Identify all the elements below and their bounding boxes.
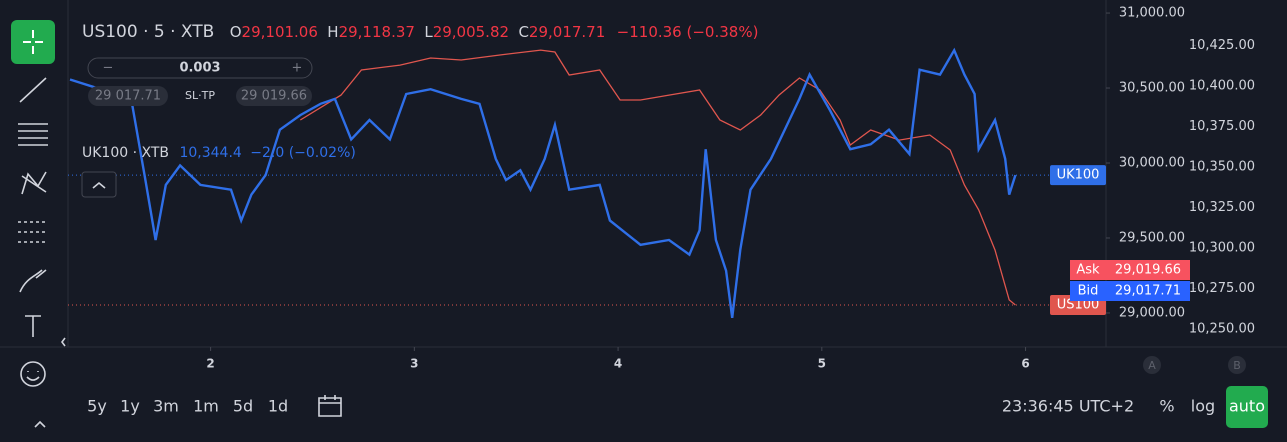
go-to-date[interactable]	[318, 395, 342, 417]
range-button[interactable]: 5y	[87, 397, 107, 416]
range-button[interactable]: 3m	[153, 397, 179, 416]
series-line	[69, 47, 1017, 318]
pattern-tool[interactable]	[21, 171, 47, 195]
range-button[interactable]: 1y	[120, 397, 140, 416]
x-tick-label: 6	[1021, 357, 1029, 371]
y2-tick-label: 10,400.00	[1189, 78, 1255, 93]
overlay-legend: UK100 · XTB 10,344.4 −2.0 (−0.02%)	[82, 145, 356, 161]
buy-button[interactable]	[236, 86, 312, 106]
bid-box	[1106, 281, 1190, 301]
ask-box	[1106, 260, 1190, 280]
projection-tool[interactable]	[18, 221, 48, 243]
x-tick-label: 2	[206, 357, 214, 371]
crosshair-icon	[23, 30, 43, 54]
fib-tool[interactable]	[18, 123, 48, 146]
series-line	[299, 49, 1016, 306]
close-label: C	[518, 23, 528, 41]
y2-tick-label: 10,350.00	[1189, 160, 1255, 175]
percent-toggle[interactable]: %	[1159, 397, 1174, 416]
auto-label: auto	[1229, 397, 1265, 416]
y-tick-label: 31,000.00	[1119, 6, 1185, 21]
trendline-tool[interactable]	[19, 77, 47, 103]
buy-price: 29 019.66	[241, 89, 307, 104]
increase[interactable]: +	[292, 61, 303, 76]
log-toggle[interactable]: log	[1191, 397, 1215, 416]
expand-toolbar[interactable]	[61, 337, 66, 347]
symbol: US100 · 5 · XTB	[82, 22, 214, 42]
overlay-change: −2.0 (−0.02%)	[250, 145, 356, 161]
x-tick-label: 5	[818, 357, 826, 371]
ask-price: 29,019.66	[1115, 263, 1181, 278]
series-tag-label: UK100	[1057, 168, 1100, 183]
bid-price: 29,017.71	[1115, 284, 1181, 299]
bid-label: Bid	[1078, 284, 1099, 299]
series-tag-label: US100	[1057, 298, 1100, 313]
sell-button[interactable]	[88, 86, 168, 106]
y2-tick-label: 10,425.00	[1189, 38, 1255, 53]
overlay-value: 10,344.4	[179, 145, 241, 161]
y-tick-label: 29,000.00	[1119, 305, 1185, 320]
clock: 23:36:45 UTC+2	[1002, 397, 1134, 416]
low-label: L	[424, 23, 433, 41]
sl-tp[interactable]: SL·TP	[185, 89, 215, 102]
y2-tick-label: 10,300.00	[1189, 241, 1255, 256]
open-value: 29,101.06	[242, 23, 318, 41]
scale-mode-label: A	[1148, 359, 1156, 372]
series-tag	[1050, 165, 1106, 186]
sell-price: 29 017.71	[95, 89, 161, 104]
auto-button[interactable]	[1226, 386, 1268, 428]
toolbar	[11, 20, 66, 428]
close-value: 29,017.71	[529, 23, 605, 41]
x-tick-label: 4	[614, 357, 622, 371]
decrease[interactable]: −	[103, 61, 114, 76]
y2-tick-label: 10,275.00	[1189, 281, 1255, 296]
plot-area: 29,000.00 29,500.00 30,000.00 30,500.00 31,0…	[68, 6, 1255, 371]
scale-mode-a[interactable]	[1143, 356, 1161, 374]
low-value: 29,005.82	[433, 23, 509, 41]
bid-tag	[1070, 281, 1106, 301]
chevron	[92, 181, 106, 189]
quantity-box[interactable]	[87, 57, 313, 79]
y-tick-label: 29,500.00	[1119, 230, 1185, 245]
change: −110.36 (−0.38%)	[617, 23, 759, 41]
y-tick-label: 30,500.00	[1119, 81, 1185, 96]
x-tick-label: 3	[410, 357, 418, 371]
scale-mode-label: B	[1233, 359, 1241, 372]
scale-mode-b[interactable]	[1228, 356, 1246, 374]
range-button[interactable]: 1m	[193, 397, 219, 416]
range-buttons: 5y 1y 3m 1m 5d 1d	[87, 397, 288, 416]
y2-tick-label: 10,375.00	[1189, 119, 1255, 134]
y-tick-label: 30,000.00	[1119, 156, 1185, 171]
y2-tick-label: 10,325.00	[1189, 200, 1255, 215]
range-button[interactable]: 1d	[268, 397, 288, 416]
collapse-legend[interactable]	[81, 171, 117, 198]
legend-row: US100 · 5 · XTB O29,101.06 H29,118.37 L2…	[82, 22, 758, 42]
y2-tick-label: 10,250.00	[1189, 322, 1255, 337]
range-button[interactable]: 5d	[233, 397, 253, 416]
crosshair-tool[interactable]	[11, 20, 55, 64]
collapse-tool[interactable]	[34, 420, 46, 428]
high-label: H	[327, 23, 338, 41]
ask-label: Ask	[1076, 263, 1100, 278]
high-value: 29,118.37	[339, 23, 415, 41]
brush-tool[interactable]	[19, 269, 47, 293]
overlay-symbol: UK100 · XTB	[82, 145, 169, 161]
text-tool[interactable]	[25, 315, 41, 337]
quantity: 0.003	[179, 61, 220, 76]
emoji-tool[interactable]	[20, 361, 46, 387]
ask-tag	[1070, 260, 1106, 280]
open-label: O	[230, 23, 242, 41]
emoji-face	[26, 371, 40, 381]
